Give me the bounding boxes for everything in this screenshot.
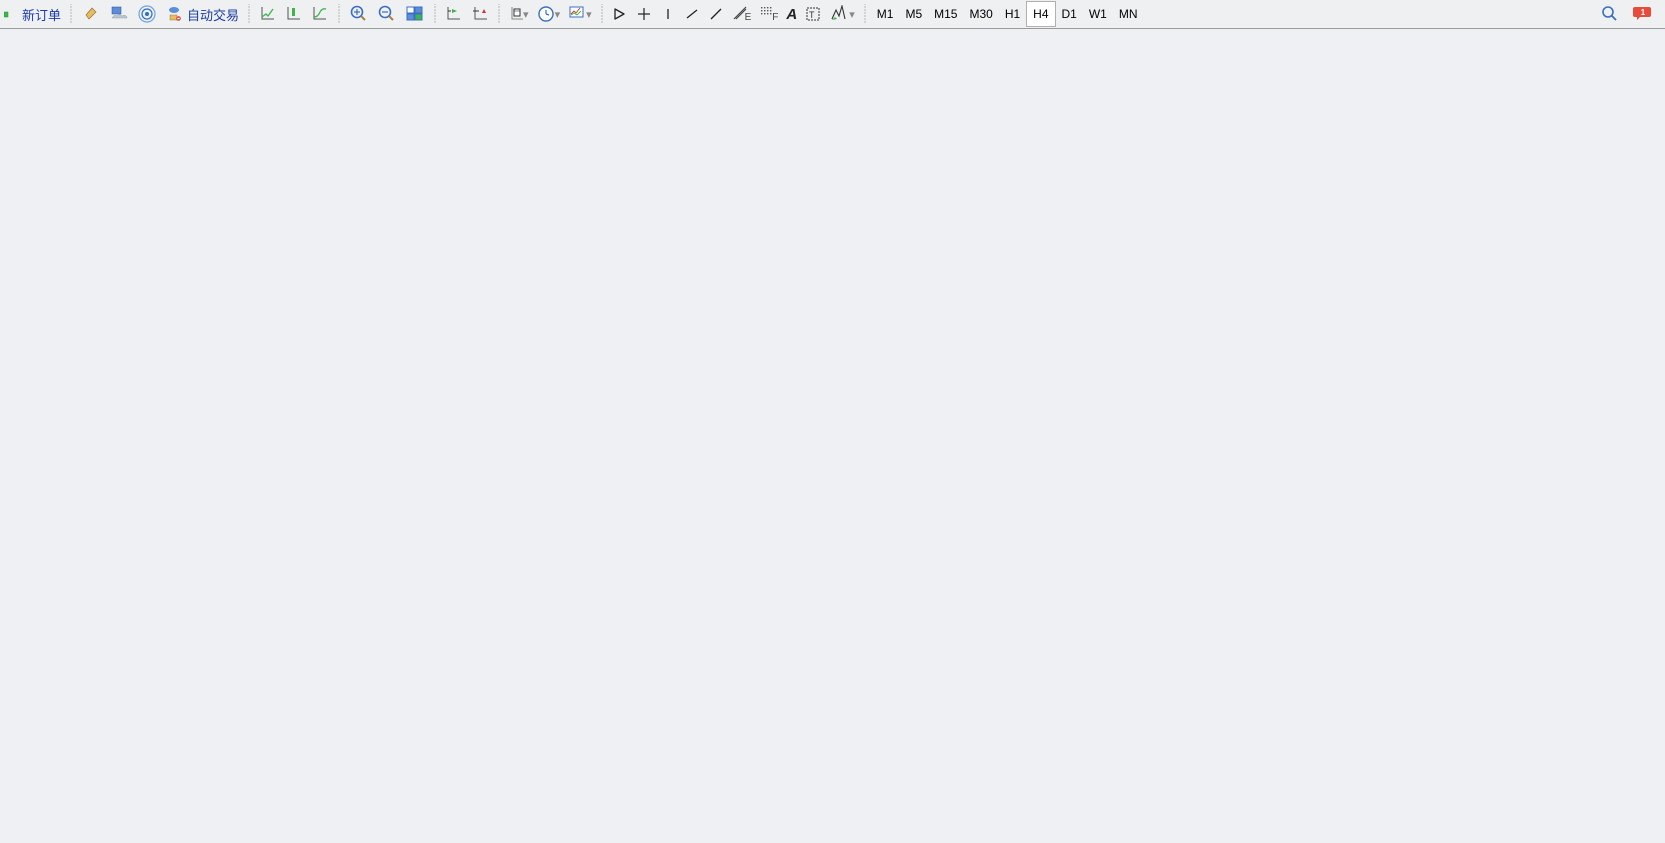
svg-text:T: T — [809, 10, 815, 20]
svg-text:1: 1 — [1641, 8, 1646, 17]
